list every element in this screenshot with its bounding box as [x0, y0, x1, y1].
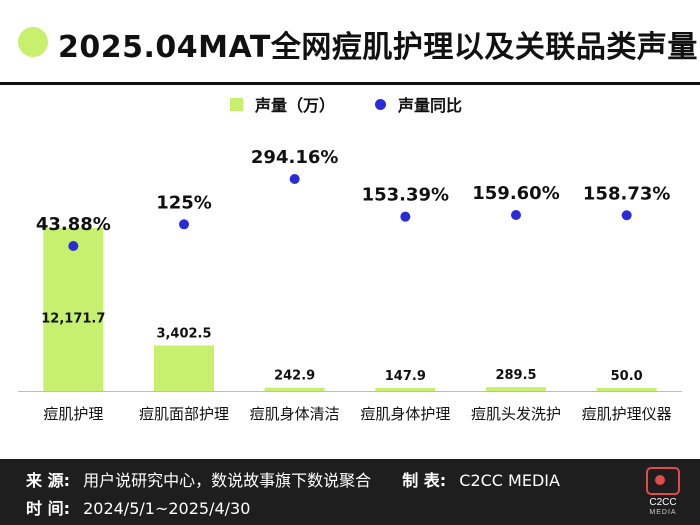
time-key: 时 间:: [26, 499, 70, 518]
yoy-point: [179, 219, 189, 230]
bar-value-label: 147.9: [385, 369, 426, 384]
yoy-point: [68, 241, 79, 251]
category-label: 痘肌身体护理: [360, 405, 450, 423]
chart-title: 2025.04MAT全网痘肌护理以及关联品类声量: [58, 30, 698, 65]
bar-value-label: 289.5: [495, 368, 536, 383]
source-value: 用户说研究中心，数说故事旗下数说聚合: [83, 471, 372, 490]
bar: [43, 228, 104, 391]
source-key: 来 源:: [26, 471, 70, 490]
footer: 来 源: 用户说研究中心，数说故事旗下数说聚合 制 表: C2CC MEDIA …: [0, 459, 700, 525]
chart-plot: 12,171.7 43.88% 痘肌护理 3,402.5 125% 痘肌面部护理 242.9…: [18, 147, 682, 423]
bar-value-label: 242.9: [274, 369, 315, 384]
legend-label-yoy: 声量同比: [398, 96, 463, 115]
bar: [154, 345, 214, 391]
logo-subtext: MEDIA: [649, 509, 677, 516]
yoy-value-label: 153.39%: [362, 185, 450, 206]
yoy-value-label: 43.88%: [36, 214, 111, 235]
yoy-point: [400, 211, 411, 222]
bar-value-label: 12,171.7: [41, 312, 105, 327]
time-value: 2024/5/1~2025/4/30: [83, 499, 251, 518]
title-bar: 2025.04MAT全网痘肌护理以及关联品类声量: [0, 0, 700, 88]
legend-item-yoy: 声量同比: [375, 92, 462, 116]
bar: [264, 387, 325, 391]
bar-value-label: 3,402.5: [156, 326, 211, 341]
camera-lens-icon: [655, 475, 665, 485]
category-label: 痘肌头发洗护: [471, 405, 561, 423]
title-bullet-icon: [18, 27, 48, 57]
yoy-value-label: 294.16%: [251, 147, 339, 168]
bar: [375, 388, 436, 391]
yoy-point: [289, 174, 300, 184]
footer-source-line: 来 源: 用户说研究中心，数说故事旗下数说聚合 制 表: C2CC MEDIA: [26, 467, 560, 491]
title-divider: [0, 82, 700, 85]
bar: [596, 388, 657, 391]
category-label: 痘肌护理仪器: [582, 405, 672, 423]
category-label: 痘肌护理: [43, 405, 103, 423]
yoy-point: [511, 210, 521, 221]
yoy-value-label: 159.60%: [472, 183, 560, 204]
yoy-value-label: 125%: [156, 192, 212, 213]
camera-icon: [646, 467, 680, 495]
yoy-point: [621, 210, 632, 221]
category-label: 痘肌面部护理: [139, 405, 229, 423]
c2cc-logo: C2CC MEDIA: [638, 467, 688, 519]
yoy-value-label: 158.73%: [583, 183, 671, 204]
legend: 声量（万） 声量同比: [0, 92, 700, 116]
category-label: 痘肌身体清洁: [250, 405, 340, 423]
bar-value-label: 50.0: [611, 369, 643, 384]
footer-time-line: 时 间: 2024/5/1~2025/4/30: [26, 495, 250, 519]
bar: [486, 387, 546, 391]
legend-label-volume: 声量（万）: [255, 96, 336, 115]
legend-item-volume: 声量（万）: [230, 92, 335, 116]
logo-text: C2CC: [649, 497, 677, 508]
maker-key: 制 表:: [402, 471, 447, 490]
maker-value: C2CC MEDIA: [459, 471, 560, 490]
legend-bar-swatch: [230, 97, 243, 111]
legend-dot-swatch: [375, 98, 386, 110]
